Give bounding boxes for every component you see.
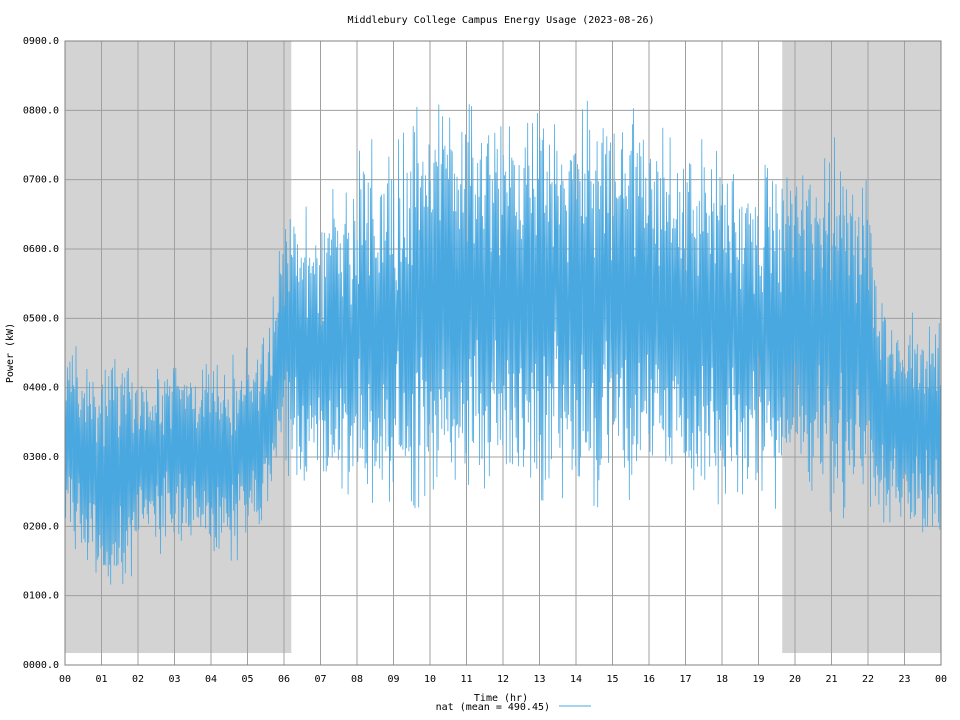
x-tick-labels: 00 01 02 03 04 05 06 07 08 09 10 11 12 13 14 15 16 17 18 19… [59,674,947,685]
y-tick-label: 0500.0 [23,313,59,324]
x-axis-label: Time (hr) [474,693,528,704]
x-tick-label: 11 [460,674,472,685]
x-tick-label: 00 [935,674,947,685]
x-tick-label: 18 [716,674,728,685]
x-tick-label: 09 [387,674,399,685]
x-tick-label: 15 [606,674,618,685]
x-tick-label: 00 [59,674,71,685]
x-tick-label: 08 [351,674,363,685]
x-tick-label: 19 [752,674,764,685]
x-tick-label: 02 [132,674,144,685]
y-tick-label: 0600.0 [23,244,59,255]
y-tick-label: 0200.0 [23,521,59,532]
x-tick-label: 16 [643,674,655,685]
x-tick-label: 21 [825,674,837,685]
x-tick-label: 07 [314,674,326,685]
x-tick-label: 20 [789,674,801,685]
chart-title: Middlebury College Campus Energy Usage (… [347,15,654,26]
y-axis-label: Power (kW) [5,323,16,383]
x-tick-label: 23 [898,674,910,685]
y-tick-labels: 0000.0 0100.0 0200.0 0300.0 0400.0 0500.0 0600… [23,36,59,671]
y-tick-label: 0900.0 [23,36,59,47]
series-line-nat [64,100,942,585]
plot-area [64,100,942,585]
y-tick-label: 0300.0 [23,452,59,463]
plot-frame [64,40,942,666]
x-tick-label: 03 [168,674,180,685]
y-tick-label: 0700.0 [23,175,59,186]
x-tick-label: 10 [424,674,436,685]
x-tick-label: 13 [533,674,545,685]
x-tick-label: 22 [862,674,874,685]
y-tick-label: 0800.0 [23,105,59,116]
x-tick-label: 01 [95,674,107,685]
x-tick-label: 17 [679,674,691,685]
x-tick-label: 06 [278,674,290,685]
x-tick-label: 04 [205,674,217,685]
x-tick-label: 12 [497,674,509,685]
y-tick-label: 0100.0 [23,591,59,602]
x-tick-label: 14 [570,674,582,685]
x-tick-label: 05 [241,674,253,685]
legend: nat (mean = 490.45) [436,702,591,713]
night-shade-0 [65,41,292,653]
legend-label: nat (mean = 490.45) [436,702,550,713]
y-tick-label: 0400.0 [23,383,59,394]
y-tick-label: 0000.0 [23,660,59,671]
